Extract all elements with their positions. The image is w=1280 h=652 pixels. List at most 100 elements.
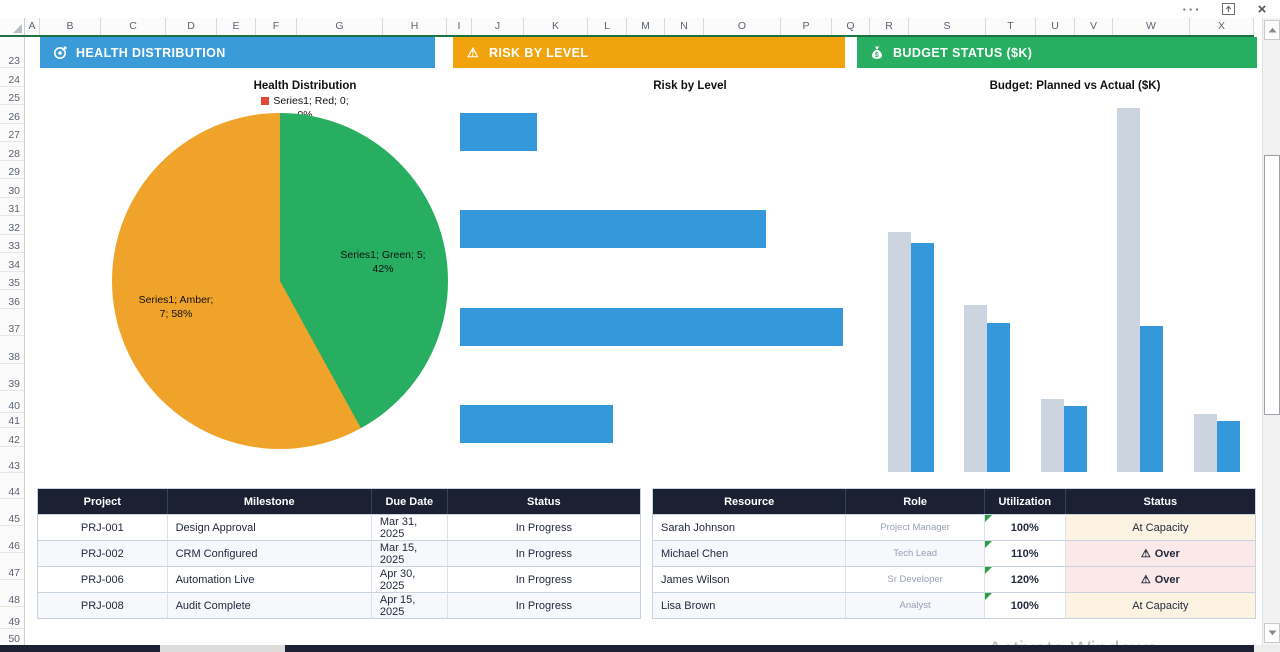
column-header-B[interactable]: B [40, 18, 101, 35]
column-header-O[interactable]: O [704, 18, 781, 35]
resource-name-cell[interactable]: James Wilson [653, 566, 847, 592]
resources-header-resource[interactable]: Resource [653, 489, 847, 514]
vertical-scrollbar[interactable] [1262, 18, 1280, 645]
row-header-29[interactable]: 29 [0, 161, 24, 179]
column-header-A[interactable]: A [25, 18, 40, 35]
resource-name-cell[interactable]: Michael Chen [653, 540, 847, 566]
column-header-F[interactable]: F [256, 18, 297, 35]
column-header-K[interactable]: K [524, 18, 588, 35]
resources-header-role[interactable]: Role [846, 489, 985, 514]
popout-icon[interactable] [1218, 1, 1238, 17]
row-header-47[interactable]: 47 [0, 553, 24, 580]
resource-name-cell[interactable]: Lisa Brown [653, 592, 847, 618]
row-header-49[interactable]: 49 [0, 607, 24, 629]
row-header-37[interactable]: 37 [0, 309, 24, 336]
milestone-cell[interactable]: Automation Live [167, 566, 372, 592]
milestone-cell[interactable]: PRJ-001 [38, 514, 168, 540]
column-header-D[interactable]: D [166, 18, 217, 35]
row-header-31[interactable]: 31 [0, 198, 24, 216]
milestones-header-due-date[interactable]: Due Date [372, 489, 448, 514]
row-header-38[interactable]: 38 [0, 336, 24, 364]
row-header-24[interactable]: 24 [0, 68, 24, 87]
row-header-46[interactable]: 46 [0, 526, 24, 553]
select-all-corner[interactable] [0, 18, 25, 35]
milestone-cell[interactable]: PRJ-008 [38, 592, 168, 618]
utilization-cell[interactable]: 120% [984, 566, 1066, 592]
column-header-J[interactable]: J [472, 18, 524, 35]
milestone-cell[interactable]: Design Approval [167, 514, 372, 540]
row-header-35[interactable]: 35 [0, 272, 24, 290]
row-header-28[interactable]: 28 [0, 142, 24, 161]
row-header-42[interactable]: 42 [0, 428, 24, 447]
utilization-cell[interactable]: 100% [984, 592, 1066, 618]
row-header-40[interactable]: 40 [0, 391, 24, 413]
milestone-cell[interactable]: Audit Complete [167, 592, 372, 618]
scroll-down-button[interactable] [1264, 623, 1280, 643]
column-header-S[interactable]: S [909, 18, 986, 35]
column-header-G[interactable]: G [297, 18, 383, 35]
milestones-header-milestone[interactable]: Milestone [168, 489, 372, 514]
close-icon[interactable]: × [1257, 0, 1267, 18]
resource-name-cell[interactable]: Sarah Johnson [653, 514, 847, 540]
milestone-cell[interactable]: Apr 30, 2025 [371, 566, 448, 592]
column-header-L[interactable]: L [588, 18, 627, 35]
row-header-23[interactable]: 23 [0, 37, 24, 68]
row-header-36[interactable]: 36 [0, 290, 24, 309]
scrollbar-thumb[interactable] [1264, 155, 1280, 415]
milestone-cell[interactable]: Mar 31, 2025 [371, 514, 448, 540]
resources-header-utilization[interactable]: Utilization [985, 489, 1066, 514]
column-header-H[interactable]: H [383, 18, 447, 35]
resources-header-status[interactable]: Status [1143, 495, 1178, 508]
row-header-48[interactable]: 48 [0, 580, 24, 607]
milestones-header-status[interactable]: Status [527, 495, 561, 508]
resource-role-cell[interactable]: Sr Developer [846, 566, 985, 592]
milestones-header-project[interactable]: Project [38, 489, 168, 514]
utilization-cell[interactable]: 110% [984, 540, 1066, 566]
more-options-button[interactable]: ··· [1182, 1, 1202, 17]
row-header-26[interactable]: 26 [0, 105, 24, 124]
column-header-P[interactable]: P [781, 18, 832, 35]
utilization-cell[interactable]: 100% [984, 514, 1066, 540]
scroll-up-button[interactable] [1264, 20, 1280, 40]
row-header-30[interactable]: 30 [0, 179, 24, 198]
resource-role-cell[interactable]: Tech Lead [846, 540, 985, 566]
milestone-cell[interactable]: Apr 15, 2025 [371, 592, 448, 618]
resource-role-cell[interactable]: Analyst [846, 592, 985, 618]
column-header-I[interactable]: I [447, 18, 472, 35]
column-header-X[interactable]: X [1190, 18, 1254, 35]
resource-status-cell[interactable]: ⚠ Over [1065, 540, 1256, 566]
column-header-C[interactable]: C [101, 18, 166, 35]
row-header-25[interactable]: 25 [0, 87, 24, 105]
column-header-Q[interactable]: Q [832, 18, 870, 35]
column-header-U[interactable]: U [1036, 18, 1075, 35]
row-header-41[interactable]: 41 [0, 413, 24, 428]
row-header-43[interactable]: 43 [0, 447, 24, 473]
banner-budget-status[interactable]: $ BUDGET STATUS ($K) [857, 37, 1257, 68]
column-header-T[interactable]: T [986, 18, 1036, 35]
resource-status-cell[interactable]: ⚠ Over [1065, 566, 1256, 592]
column-header-W[interactable]: W [1113, 18, 1190, 35]
milestone-cell[interactable]: In Progress [447, 592, 640, 618]
row-header-32[interactable]: 32 [0, 216, 24, 235]
milestone-cell[interactable]: In Progress [447, 566, 640, 592]
milestone-cell[interactable]: Mar 15, 2025 [371, 540, 448, 566]
column-header-E[interactable]: E [217, 18, 256, 35]
milestone-cell[interactable]: In Progress [447, 540, 640, 566]
row-header-33[interactable]: 33 [0, 235, 24, 253]
resource-status-cell[interactable]: At Capacity [1065, 592, 1256, 618]
banner-risk-by-level[interactable]: ⚠ RISK BY LEVEL [453, 37, 845, 68]
column-header-N[interactable]: N [665, 18, 704, 35]
banner-health-distribution[interactable]: HEALTH DISTRIBUTION [40, 37, 435, 68]
milestone-cell[interactable]: In Progress [447, 514, 640, 540]
column-header-R[interactable]: R [870, 18, 909, 35]
resource-role-cell[interactable]: Project Manager [846, 514, 985, 540]
row-header-44[interactable]: 44 [0, 473, 24, 499]
row-header-27[interactable]: 27 [0, 124, 24, 142]
column-header-V[interactable]: V [1075, 18, 1113, 35]
row-header-50[interactable]: 50 [0, 629, 24, 646]
row-header-34[interactable]: 34 [0, 253, 24, 272]
milestone-cell[interactable]: PRJ-006 [38, 566, 168, 592]
resource-status-cell[interactable]: At Capacity [1065, 514, 1256, 540]
milestone-cell[interactable]: CRM Configured [167, 540, 372, 566]
column-header-M[interactable]: M [627, 18, 665, 35]
